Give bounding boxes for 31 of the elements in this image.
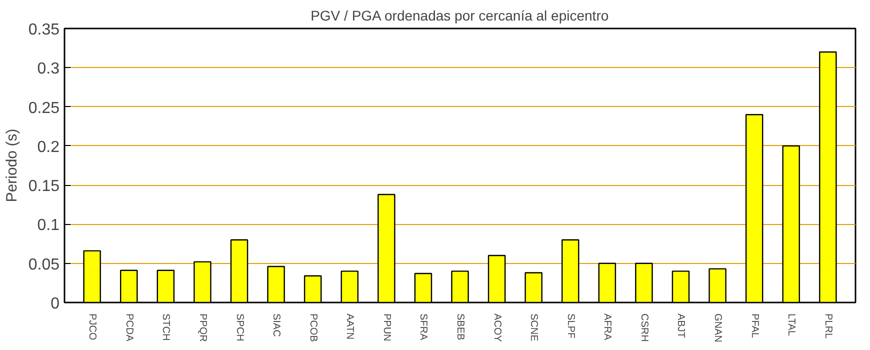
x-tick-label: PJCO: [86, 314, 98, 340]
y-tick-label: 0.1: [37, 217, 60, 234]
y-tick-label: 0.2: [37, 138, 60, 156]
x-tick-label: ABJT: [675, 314, 686, 338]
x-tick-label: SBEB: [454, 314, 466, 341]
x-tick-label: SCNE: [528, 314, 540, 342]
x-tick-label: PLRL: [822, 314, 834, 339]
x-tick-label: SIAC: [270, 314, 282, 337]
x-tick-label: STCH: [160, 314, 172, 341]
y-tick-label: 0: [50, 296, 60, 312]
x-tick-label: SFRA: [418, 314, 429, 340]
y-tick-label: 0.05: [28, 256, 60, 274]
y-tick-label: 0.3: [37, 60, 60, 78]
x-tick-label: SLPF: [564, 314, 576, 339]
x-tick-label: PCOB: [307, 314, 318, 342]
x-tick-label: LTAL: [786, 314, 797, 336]
x-tick-label: CSRH: [638, 314, 650, 342]
x-tick-label: SPCH: [234, 314, 245, 342]
y-tick-label: 0.35: [28, 22, 60, 38]
x-tick-label: AFRA: [602, 314, 613, 340]
y-tick-label: 0.25: [28, 100, 60, 117]
y-tick-label: 0.15: [28, 178, 60, 196]
chart-title: PGV / PGA ordenadas por cercanía al epicentro: [310, 8, 609, 24]
x-tick-label: PFAL: [748, 314, 760, 338]
x-tick-label: GNAN: [712, 314, 724, 342]
x-tick-label: AATN: [344, 314, 356, 340]
x-tick-label: PPUN: [380, 314, 392, 342]
x-tick-label: ACOY: [491, 314, 502, 342]
x-tick-label: PPQR: [196, 314, 208, 342]
x-tick-label: PCDA: [123, 314, 134, 342]
y-axis-title: Periodo (s): [3, 128, 20, 202]
